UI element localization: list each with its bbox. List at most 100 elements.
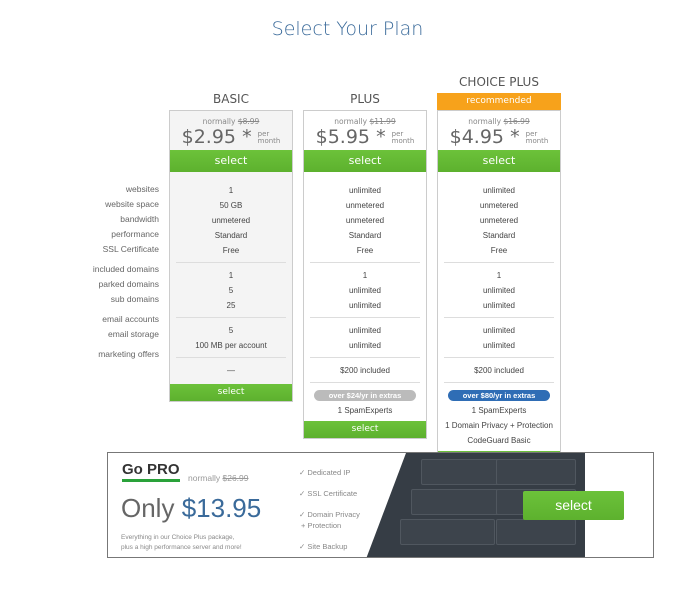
month: month (525, 136, 549, 145)
month: month (257, 136, 281, 145)
divider (310, 382, 420, 383)
label: SSL Certificate (102, 244, 159, 254)
feature-value: unlimited (482, 341, 515, 350)
per: per (525, 129, 538, 138)
recommended-badge: recommended (437, 93, 561, 110)
server-unit (400, 519, 495, 545)
feature-value: Free (490, 246, 508, 255)
extra-item: 1 SpamExperts (471, 406, 527, 415)
pro-title: Go PRO (122, 461, 180, 482)
server-unit (496, 519, 576, 545)
extra-item: 1 SpamExperts (337, 406, 393, 415)
feature-value: unmetered (211, 216, 251, 225)
divider (444, 357, 554, 358)
select-button-bottom[interactable]: select (170, 384, 292, 401)
pro-select-button[interactable]: select (523, 491, 624, 520)
old-price: $11.99 (369, 117, 396, 126)
feature-value: 5 (228, 326, 234, 335)
plan-card-basic: normally $8.99 $2.95 * per month select 1 50 … (169, 110, 293, 402)
feature-value: — (227, 366, 235, 375)
extras-badge: over $80/yr in extras (448, 390, 550, 401)
pro-desc: Everything in our Choice Plus package, (121, 534, 235, 541)
feature-value: 100 MB per account (195, 341, 267, 350)
feature-value: unlimited (482, 301, 515, 310)
select-button-top[interactable]: select (438, 150, 560, 172)
go-pro-banner: Go PRO normally $26.99 Only $13.95 Every… (107, 452, 654, 558)
label: sub domains (110, 294, 159, 304)
per: per (257, 129, 270, 138)
feature-value: 1 (228, 271, 234, 280)
feature-value: unmetered (479, 216, 519, 225)
feature-value: Standard (348, 231, 382, 240)
label: bandwidth (120, 214, 159, 224)
server-unit (496, 459, 576, 485)
feature-value: 5 (228, 286, 234, 295)
feature-value: Standard (214, 231, 248, 240)
select-button-top[interactable]: select (304, 150, 426, 172)
feature-value: unlimited (482, 186, 515, 195)
pro-normally: normally (188, 473, 221, 483)
price: $5.95 (315, 126, 371, 148)
feature-labels: websites website space bandwidth perform… (60, 182, 159, 362)
plan-name: BASIC (213, 92, 249, 106)
pro-feature: Domain Privacy (307, 510, 360, 519)
plan-card-plus: normally $11.99 $5.95 * per month select unl… (303, 110, 427, 439)
feature-value: 50 GB (219, 201, 243, 210)
divider (444, 262, 554, 263)
pro-feature: Dedicated IP (307, 468, 351, 477)
label: email storage (107, 329, 159, 339)
divider (310, 317, 420, 318)
month: month (391, 136, 415, 145)
normally-label: normally (334, 117, 368, 126)
pro-feature: Site Backup (307, 542, 348, 551)
label: included domains (92, 264, 159, 274)
plan-name: PLUS (350, 92, 380, 106)
divider (444, 382, 554, 383)
feature-value: unmetered (345, 216, 385, 225)
feature-value: Free (356, 246, 374, 255)
feature-value: unlimited (348, 326, 381, 335)
asterisk: * (242, 126, 252, 148)
normally-label: normally (202, 117, 236, 126)
divider (176, 357, 286, 358)
feature-value: 1 (496, 271, 502, 280)
feature-value: unlimited (348, 286, 381, 295)
feature-value: unmetered (479, 201, 519, 210)
price: $2.95 (181, 126, 237, 148)
feature-value: Free (222, 246, 240, 255)
feature-value: unlimited (348, 186, 381, 195)
divider (176, 262, 286, 263)
pro-desc: plus a high performance server and more! (121, 544, 242, 551)
feature-value: $200 included (474, 366, 524, 375)
feature-value: 25 (226, 301, 236, 310)
label: website space (105, 199, 159, 209)
divider (310, 357, 420, 358)
per: per (391, 129, 404, 138)
plan-name: CHOICE PLUS (459, 75, 539, 89)
pro-old-price: $26.99 (222, 473, 249, 483)
pro-only: Only (121, 493, 175, 523)
old-price: $16.99 (503, 117, 530, 126)
select-button-top[interactable]: select (170, 150, 292, 172)
extra-item: CodeGuard Basic (467, 436, 531, 445)
extra-item: 1 Domain Privacy + Protection (445, 421, 553, 430)
asterisk: * (376, 126, 386, 148)
server-unit (410, 489, 506, 515)
pro-feature: + Protection (301, 521, 342, 530)
feature-value: Standard (482, 231, 516, 240)
extras-badge: over $24/yr in extras (314, 390, 416, 401)
label: parked domains (98, 279, 159, 289)
label: websites (125, 184, 159, 194)
label: marketing offers (98, 349, 159, 359)
divider (310, 262, 420, 263)
label: performance (111, 229, 159, 239)
feature-value: 1 (228, 186, 234, 195)
divider (176, 317, 286, 318)
normally-label: normally (468, 117, 502, 126)
feature-value: unlimited (348, 341, 381, 350)
feature-value: $200 included (340, 366, 390, 375)
pro-feature: SSL Certificate (307, 489, 358, 498)
price: $4.95 (449, 126, 505, 148)
pro-price: $13.95 (181, 493, 262, 523)
select-button-bottom[interactable]: select (304, 421, 426, 438)
